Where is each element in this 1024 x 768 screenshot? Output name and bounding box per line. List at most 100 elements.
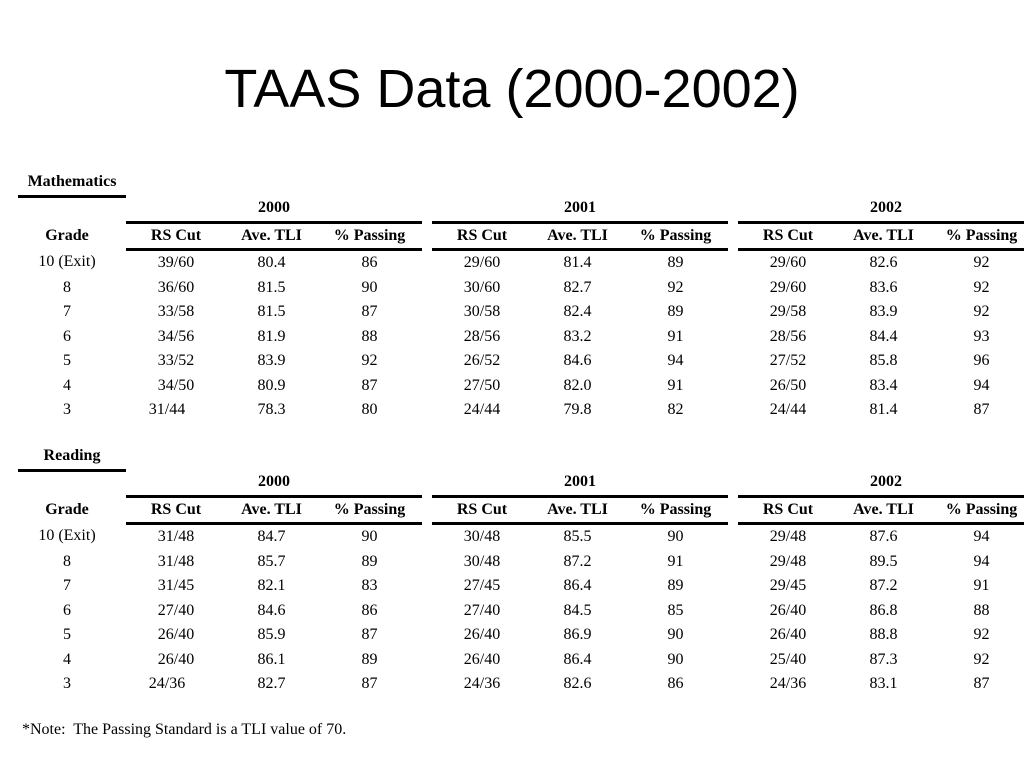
table-cell: 87 bbox=[361, 675, 378, 692]
table-cell: 88 bbox=[973, 601, 990, 619]
table-cell: 86 bbox=[361, 254, 378, 271]
table-cell: 31/44 bbox=[148, 401, 186, 418]
column-spacer bbox=[422, 496, 432, 524]
column-spacer bbox=[422, 623, 432, 648]
column-spacer bbox=[728, 648, 738, 673]
table-cell: 83.9 bbox=[257, 352, 286, 369]
table-cell: 85.7 bbox=[257, 552, 286, 570]
table-row: 10 (Exit) 31/48 84.7 90 30/48 85.5 90 29/48 87.6… bbox=[18, 524, 1024, 550]
column-spacer bbox=[728, 470, 738, 496]
table-cell: 81.5 bbox=[257, 303, 286, 320]
table-cell: 81.9 bbox=[257, 327, 286, 345]
table-cell: 82.0 bbox=[563, 376, 592, 394]
column-header: Ave. TLI bbox=[838, 496, 929, 525]
column-spacer bbox=[116, 648, 126, 673]
table-cell: 89 bbox=[667, 303, 684, 320]
table-cell: 92 bbox=[973, 626, 990, 643]
table-cell: 29/58 bbox=[769, 303, 807, 320]
column-header: RS Cut bbox=[738, 222, 839, 251]
table-cell: 92 bbox=[361, 352, 378, 369]
table-cell: 89 bbox=[361, 552, 378, 570]
table-cell: 27/45 bbox=[463, 577, 501, 594]
table-cell: 26/40 bbox=[157, 626, 195, 643]
table-cell: 91 bbox=[667, 552, 684, 570]
table-cell: 90 bbox=[361, 278, 378, 296]
table-row: 4 26/40 86.1 89 26/40 86.4 90 25/40 87.3 92 bbox=[18, 648, 1024, 673]
column-spacer bbox=[422, 276, 432, 301]
column-spacer bbox=[728, 496, 738, 524]
table-cell: 33/58 bbox=[157, 303, 195, 320]
table-row: 6 34/56 81.9 88 28/56 83.2 91 28/56 84.4 93 bbox=[18, 325, 1024, 350]
year-header-row: 2000 2001 2002 bbox=[18, 470, 1024, 498]
column-spacer bbox=[116, 222, 126, 250]
year-header-row: 2000 2001 2002 bbox=[18, 196, 1024, 224]
table-cell: 26/40 bbox=[463, 626, 501, 643]
column-header: RS Cut bbox=[126, 222, 227, 251]
table-cell: 87 bbox=[361, 376, 378, 394]
table-cell: 90 bbox=[667, 650, 684, 668]
column-spacer bbox=[422, 550, 432, 575]
table-cell: 82.6 bbox=[563, 675, 592, 692]
column-header: Grade bbox=[45, 500, 89, 518]
table-cell: 87 bbox=[361, 626, 378, 643]
table-cell: 26/40 bbox=[769, 601, 807, 619]
year-header: 2001 bbox=[432, 470, 728, 498]
section-title: Reading bbox=[18, 444, 126, 472]
table-cell: 80.9 bbox=[257, 376, 286, 394]
grade-cell: 10 (Exit) bbox=[38, 527, 96, 545]
column-header: % Passing bbox=[623, 496, 728, 525]
table-row: 3 24/36 82.7 87 24/36 82.6 86 24/36 83.1 87 bbox=[18, 672, 1024, 697]
column-spacer bbox=[116, 623, 126, 648]
table-cell: 29/45 bbox=[769, 577, 807, 594]
table-cell: 30/60 bbox=[463, 278, 501, 296]
table-cell: 82.1 bbox=[257, 577, 286, 594]
column-spacer bbox=[422, 398, 432, 423]
grade-cell: 3 bbox=[63, 401, 71, 418]
column-spacer bbox=[728, 398, 738, 423]
column-spacer bbox=[422, 599, 432, 624]
table-cell: 94 bbox=[973, 528, 990, 545]
table-cell: 81.4 bbox=[869, 401, 898, 418]
table-cell: 88 bbox=[361, 327, 378, 345]
table-cell: 29/60 bbox=[769, 278, 807, 296]
column-header: % Passing bbox=[929, 496, 1024, 525]
column-spacer bbox=[422, 648, 432, 673]
table-cell: 83.6 bbox=[869, 278, 898, 296]
column-spacer bbox=[728, 623, 738, 648]
grade-cell: 8 bbox=[63, 278, 71, 296]
section-title-row: Mathematics bbox=[18, 170, 1024, 198]
column-header: % Passing bbox=[623, 222, 729, 251]
grade-cell: 3 bbox=[63, 675, 71, 692]
column-spacer bbox=[116, 349, 126, 374]
table-cell: 83.4 bbox=[869, 376, 898, 394]
column-spacer bbox=[422, 349, 432, 374]
column-spacer bbox=[116, 398, 126, 423]
grade-cell: 8 bbox=[63, 552, 71, 570]
table-cell: 91 bbox=[973, 577, 990, 594]
column-header: % Passing bbox=[929, 222, 1024, 251]
column-spacer bbox=[728, 349, 738, 374]
column-spacer bbox=[728, 374, 738, 399]
table-cell: 81.4 bbox=[563, 254, 592, 271]
table-cell: 92 bbox=[973, 254, 990, 271]
column-header: Ave. TLI bbox=[532, 222, 624, 251]
table-cell: 29/60 bbox=[463, 254, 501, 271]
table-cell: 26/52 bbox=[463, 352, 501, 369]
table-cell: 86.4 bbox=[563, 577, 592, 594]
table-cell: 92 bbox=[973, 650, 990, 668]
grade-cell: 6 bbox=[63, 327, 71, 345]
table-cell: 33/52 bbox=[157, 352, 195, 369]
column-spacer bbox=[116, 524, 126, 550]
table-row: 3 31/44 78.3 80 24/44 79.8 82 24/44 81.4 87 bbox=[18, 398, 1024, 423]
column-spacer bbox=[422, 574, 432, 599]
table-cell: 31/48 bbox=[157, 552, 195, 570]
table-cell: 78.3 bbox=[257, 401, 286, 418]
table-cell: 30/48 bbox=[463, 528, 501, 545]
table-cell: 30/48 bbox=[463, 552, 501, 570]
column-header: Ave. TLI bbox=[226, 222, 318, 251]
column-spacer bbox=[728, 524, 738, 550]
table-cell: 27/50 bbox=[463, 376, 501, 394]
table-cell: 86.8 bbox=[869, 601, 898, 619]
column-spacer bbox=[728, 550, 738, 575]
column-spacer bbox=[116, 250, 126, 276]
